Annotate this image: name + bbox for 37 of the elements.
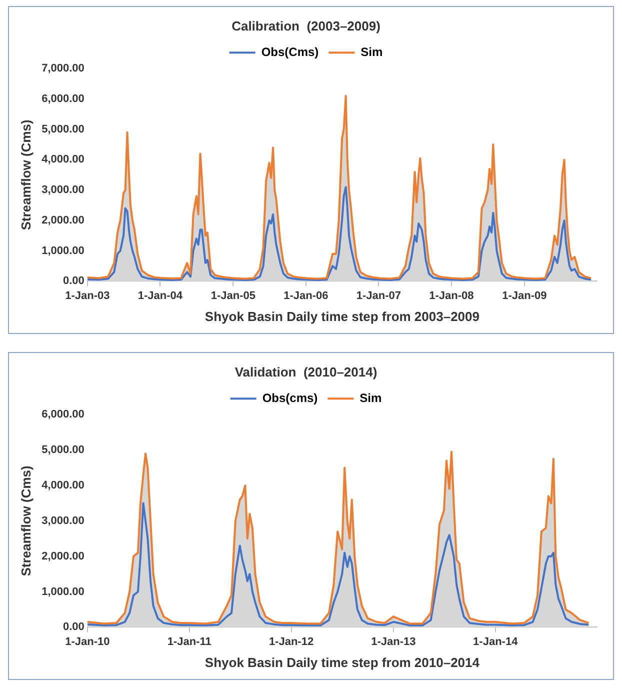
x-tick-label: 1-Jan-14	[473, 636, 519, 648]
x-tick-label: 1-Jan-10	[65, 636, 110, 648]
y-tick-label: 4,000.00	[42, 480, 84, 492]
x-tick-label: 1-Jan-03	[65, 290, 110, 302]
legend-label: Sim	[360, 44, 383, 59]
x-tick-label: 1-Jan-12	[268, 636, 314, 648]
y-tick-label: 6,000.00	[42, 408, 84, 421]
y-tick-label: 2,000.00	[42, 550, 84, 562]
x-tick-label: 1-Jan-06	[284, 290, 328, 302]
y-tick-label: 4,000.00	[42, 154, 84, 166]
x-tick-label: 1-Jan-04	[138, 290, 184, 302]
y-tick-label: 1,000.00	[42, 586, 84, 598]
x-axis-title: Shyok Basin Daily time step from 2010–2014	[204, 654, 480, 670]
chart-title: Validation (2010–2014)	[234, 364, 378, 380]
x-tick-label: 1-Jan-05	[210, 290, 256, 302]
x-axis-title: Shyok Basin Daily time step from 2003–2009	[204, 308, 480, 324]
x-tick-label: 1-Jan-11	[167, 636, 212, 648]
y-axis-title: Streamflow (Cms)	[18, 466, 34, 576]
y-tick-label: 3,000.00	[42, 184, 84, 196]
y-axis-title: Streamflow (Cms)	[18, 120, 34, 230]
y-tick-label: 5,000.00	[42, 123, 84, 136]
y-tick-label: 6,000.00	[42, 93, 84, 106]
chart-title: Calibration (2003–2009)	[232, 18, 380, 34]
y-tick-label: 5,000.00	[42, 444, 84, 456]
legend-label: Obs(Cms)	[261, 44, 319, 59]
y-tick-label: 0.00	[62, 275, 84, 288]
x-tick-label: 1-Jan-08	[429, 290, 474, 302]
x-tick-label: 1-Jan-13	[371, 636, 416, 648]
legend-label: Obs(cms)	[262, 390, 318, 405]
x-tick-label: 1-Jan-09	[502, 290, 547, 302]
y-tick-label: 1,000.00	[42, 244, 84, 257]
y-tick-label: 3,000.00	[42, 514, 84, 527]
legend-label: Sim	[360, 390, 382, 405]
y-tick-label: 7,000.00	[42, 62, 84, 75]
y-tick-label: 0.00	[62, 621, 84, 634]
y-tick-label: 2,000.00	[42, 214, 84, 226]
x-tick-label: 1-Jan-07	[356, 290, 402, 302]
